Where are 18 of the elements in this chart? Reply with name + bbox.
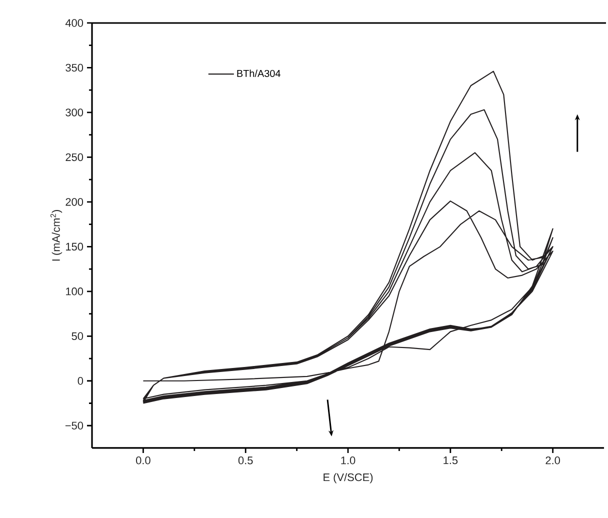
x-tick-label: 1.0 (341, 456, 356, 464)
x-tick-label: 0.0 (136, 456, 150, 464)
y-tick-label: 0 (78, 377, 84, 385)
y-tick-label: 50 (72, 332, 84, 340)
y-tick-label: −50 (65, 422, 84, 430)
x-tick-label: 0.5 (238, 456, 253, 464)
y-axis-title: I (mA/cm$^{2}$) (50, 210, 62, 261)
y-tick-label: 350 (66, 64, 84, 72)
y-tick-label: 250 (66, 153, 84, 162)
x-axis-title: E (V/SCE) (324, 473, 373, 484)
y-tick-label: 100 (66, 288, 84, 296)
y-tick-label: 150 (66, 242, 84, 251)
x-tick-label: 2.0 (546, 456, 560, 464)
x-tick-label: 1.5 (444, 456, 458, 464)
y-tick-label: 400 (65, 19, 84, 27)
y-tick-label: 200 (66, 198, 84, 206)
y-tick-label: 300 (66, 108, 84, 116)
legend-label: BTh/A304 (237, 70, 280, 77)
